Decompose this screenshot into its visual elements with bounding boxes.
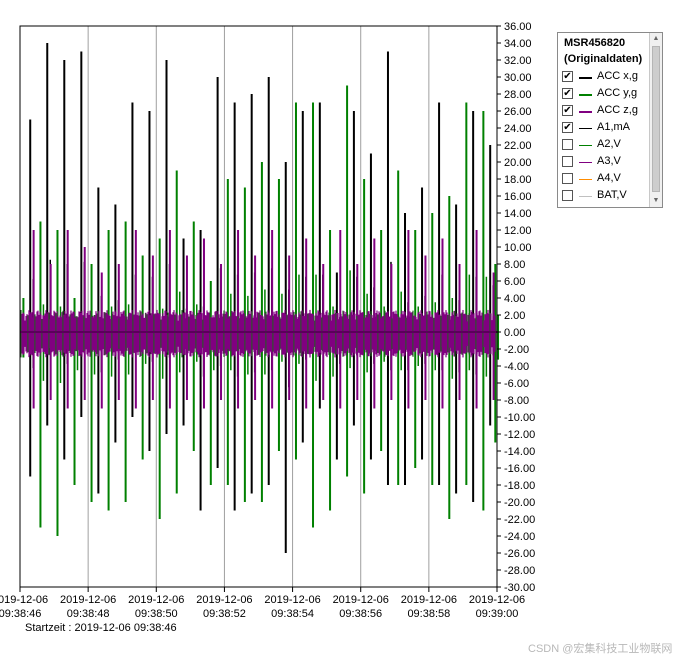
legend-item-a4[interactable]: A4,V xyxy=(562,171,654,187)
x-tick-time: 09:39:00 xyxy=(476,608,519,620)
legend-checkbox[interactable] xyxy=(562,173,573,184)
y-tick-label: 18.00 xyxy=(504,174,532,186)
y-tick-label: 6.00 xyxy=(504,276,525,288)
legend-line-swatch xyxy=(579,179,592,180)
legend-line-swatch xyxy=(579,162,592,163)
y-tick-label: -14.00 xyxy=(504,446,535,458)
y-tick-label: -30.00 xyxy=(504,582,535,594)
start-time-label: Startzeit : 2019-12-06 09:38:46 xyxy=(25,622,177,634)
x-tick-date: 2019-12-06 xyxy=(469,594,525,606)
x-tick-time: 09:38:58 xyxy=(407,608,450,620)
y-tick-label: -20.00 xyxy=(504,497,535,509)
legend-item-acc-z[interactable]: ✔ ACC z,g xyxy=(562,103,654,119)
y-tick-label: 0.00 xyxy=(504,327,525,339)
legend-checkbox[interactable] xyxy=(562,156,573,167)
legend-line-swatch xyxy=(579,128,592,129)
legend-item-label: ACC z,g xyxy=(597,104,638,116)
legend-item-label: ACC x,g xyxy=(597,70,638,82)
legend-line-swatch xyxy=(579,77,592,79)
y-tick-label: 26.00 xyxy=(504,106,532,118)
legend-checkbox[interactable]: ✔ xyxy=(562,88,573,99)
legend-box: MSR456820 (Originaldaten) ✔ ACC x,g ✔ AC… xyxy=(557,32,663,208)
y-tick-label: -24.00 xyxy=(504,531,535,543)
y-tick-label: 32.00 xyxy=(504,55,532,67)
legend-item-a2[interactable]: A2,V xyxy=(562,137,654,153)
baseline-noise xyxy=(20,309,497,358)
x-tick-date: 2019-12-06 xyxy=(128,594,184,606)
legend-item-label: A3,V xyxy=(597,155,621,167)
legend-item-acc-y[interactable]: ✔ ACC y,g xyxy=(562,86,654,102)
y-tick-label: 4.00 xyxy=(504,293,525,305)
y-tick-label: -12.00 xyxy=(504,429,535,441)
scroll-thumb[interactable] xyxy=(652,46,660,192)
y-tick-label: -2.00 xyxy=(504,344,529,356)
x-tick-time: 09:38:54 xyxy=(271,608,314,620)
legend-subtitle: (Originaldaten) xyxy=(564,53,643,65)
y-tick-label: 10.00 xyxy=(504,242,532,254)
y-tick-label: -28.00 xyxy=(504,565,535,577)
series-layer xyxy=(20,43,500,553)
x-tick-date: 2019-12-06 xyxy=(196,594,252,606)
y-tick-label: 30.00 xyxy=(504,72,532,84)
scroll-up-icon[interactable]: ▲ xyxy=(652,35,660,42)
series-acc-y-g xyxy=(22,85,500,536)
y-tick-label: -8.00 xyxy=(504,395,529,407)
legend-item-label: BAT,V xyxy=(597,189,627,201)
y-tick-label: -16.00 xyxy=(504,463,535,475)
legend-checkbox[interactable] xyxy=(562,139,573,150)
legend-item-acc-x[interactable]: ✔ ACC x,g xyxy=(562,69,654,85)
y-tick-label: 20.00 xyxy=(504,157,532,169)
legend-title: MSR456820 xyxy=(564,37,626,49)
y-axis: 36.00 34.00 32.00 30.00 28.00 26.00 24.00 22.00… xyxy=(497,21,535,594)
y-tick-label: 36.00 xyxy=(504,21,532,33)
y-tick-label: -26.00 xyxy=(504,548,535,560)
x-tick-date: 2019-12-06 xyxy=(60,594,116,606)
x-tick-time: 09:38:50 xyxy=(135,608,178,620)
x-tick-time: 09:38:52 xyxy=(203,608,246,620)
legend-item-a1[interactable]: ✔ A1,mA xyxy=(562,120,654,136)
legend-checkbox[interactable] xyxy=(562,190,573,201)
y-tick-label: 2.00 xyxy=(504,310,525,322)
y-tick-label: 14.00 xyxy=(504,208,532,220)
x-tick-time: 09:38:56 xyxy=(339,608,382,620)
y-tick-label: 8.00 xyxy=(504,259,525,271)
grid-lines xyxy=(87,26,430,587)
legend-line-swatch xyxy=(579,94,592,96)
x-axis: 2019-12-06 09:38:46 2019-12-06 09:38:48 2019… xyxy=(0,587,525,620)
x-tick-date: 2019-12-06 xyxy=(264,594,320,606)
legend-item-a3[interactable]: A3,V xyxy=(562,154,654,170)
x-tick-date: 2019-12-06 xyxy=(333,594,389,606)
y-tick-label: -6.00 xyxy=(504,378,529,390)
legend-item-label: A1,mA xyxy=(597,121,631,133)
y-tick-label: 34.00 xyxy=(504,38,532,50)
legend-line-swatch xyxy=(579,145,592,146)
legend-scrollbar[interactable]: ▲ ▼ xyxy=(649,33,662,207)
legend-line-swatch xyxy=(579,196,592,197)
watermark-text: CSDN @宏集科技工业物联网 xyxy=(528,643,673,655)
y-tick-label: -22.00 xyxy=(504,514,535,526)
x-tick-date: 2019-12-06 xyxy=(0,594,48,606)
y-tick-label: -10.00 xyxy=(504,412,535,424)
x-tick-time: 09:38:48 xyxy=(67,608,110,620)
y-tick-label: 24.00 xyxy=(504,123,532,135)
x-tick-date: 2019-12-06 xyxy=(401,594,457,606)
plot-frame xyxy=(19,25,498,588)
legend-item-bat[interactable]: BAT,V xyxy=(562,188,654,204)
y-tick-label: 12.00 xyxy=(504,225,532,237)
y-tick-label: 22.00 xyxy=(504,140,532,152)
legend-checkbox[interactable]: ✔ xyxy=(562,105,573,116)
legend-item-label: ACC y,g xyxy=(597,87,638,99)
legend-item-label: A4,V xyxy=(597,172,621,184)
legend-checkbox[interactable]: ✔ xyxy=(562,71,573,82)
legend-line-swatch xyxy=(579,111,592,113)
scroll-down-icon[interactable]: ▼ xyxy=(652,197,660,204)
legend-checkbox[interactable]: ✔ xyxy=(562,122,573,133)
y-tick-label: 28.00 xyxy=(504,89,532,101)
legend-item-label: A2,V xyxy=(597,138,621,150)
y-tick-label: -18.00 xyxy=(504,480,535,492)
y-tick-label: 16.00 xyxy=(504,191,532,203)
x-tick-time: 09:38:46 xyxy=(0,608,41,620)
y-tick-label: -4.00 xyxy=(504,361,529,373)
